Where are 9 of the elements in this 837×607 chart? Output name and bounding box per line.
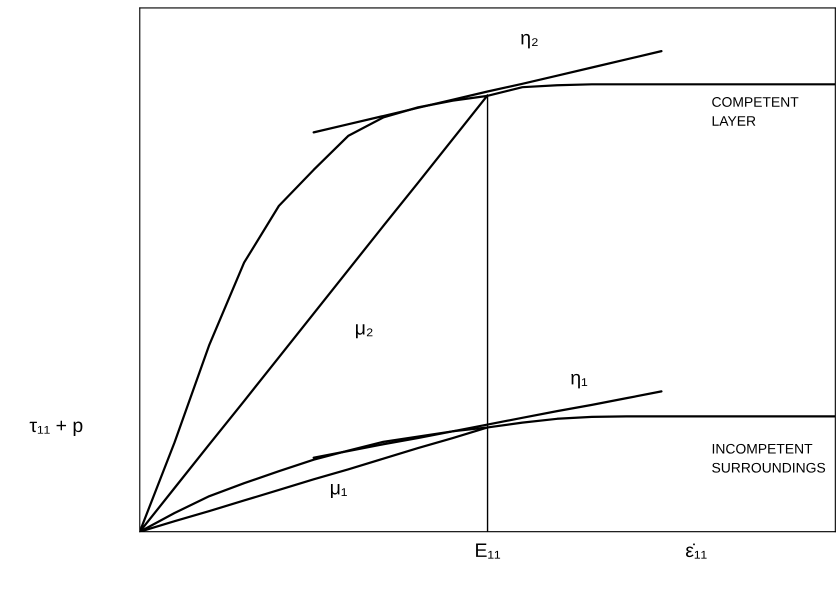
annotation: μ₁	[330, 484, 347, 498]
annotation: INCOMPETENT SURROUNDINGS	[712, 444, 826, 473]
annotation: μ₂	[356, 324, 372, 338]
annotation: η₁	[571, 374, 588, 388]
annotation: COMPETENT LAYER	[712, 97, 798, 126]
x-tick-label: E₁₁	[476, 544, 500, 559]
x-tick-label: ε̇₁₁	[686, 544, 707, 559]
y-axis-title: τ₁₁ + p	[30, 420, 82, 436]
text: η₂	[521, 34, 538, 48]
